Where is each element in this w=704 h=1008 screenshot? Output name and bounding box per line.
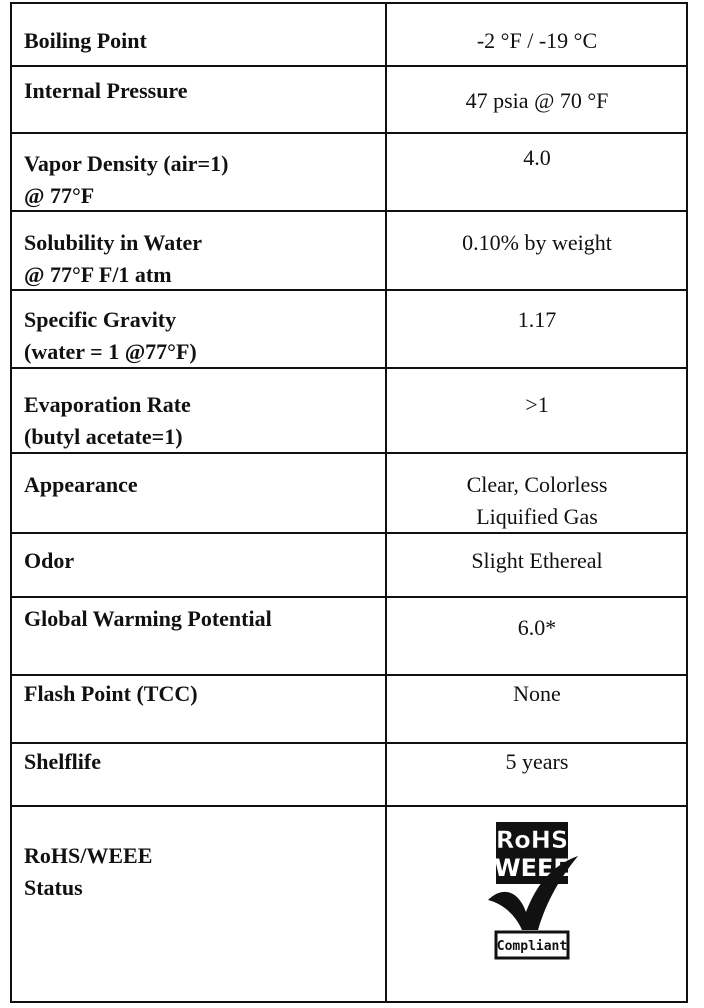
value-line: Slight Ethereal bbox=[471, 548, 603, 573]
value-line: 1.17 bbox=[517, 307, 557, 332]
row-label: Specific Gravity (water = 1 @77°F) bbox=[24, 304, 384, 368]
row-label: Evaporation Rate (butyl acetate=1) bbox=[24, 389, 384, 453]
row-value: >1 bbox=[387, 389, 687, 421]
row-value: 47 psia @ 70 °F bbox=[387, 85, 687, 117]
label-line: Flash Point (TCC) bbox=[24, 681, 198, 706]
row-label: Shelflife bbox=[24, 746, 384, 778]
value-line: 6.0* bbox=[517, 615, 557, 640]
logo-top: RoHS bbox=[496, 826, 568, 854]
label-line: Shelflife bbox=[24, 749, 101, 774]
row-value: 5 years bbox=[387, 746, 687, 778]
row-label: RoHS/WEEE Status bbox=[24, 840, 384, 904]
label-line: Status bbox=[24, 875, 83, 900]
logo-badge: Compliant bbox=[497, 939, 567, 954]
row-value: 6.0* bbox=[387, 612, 687, 644]
row-value: 1.17 bbox=[387, 304, 687, 336]
table-row: Odor Slight Ethereal bbox=[12, 532, 686, 596]
rohs-logo: RoHS WEEE Compliant bbox=[488, 822, 578, 960]
row-label: Odor bbox=[24, 545, 384, 577]
row-label: Boiling Point bbox=[24, 25, 384, 57]
row-value: 4.0 bbox=[387, 142, 687, 174]
logo-badge-box bbox=[494, 930, 570, 960]
label-line: Odor bbox=[24, 548, 75, 573]
table-row: Solubility in Water @ 77°F F/1 atm 0.10% b… bbox=[12, 210, 686, 289]
label-line: @ 77°F bbox=[24, 183, 95, 208]
row-label: Appearance bbox=[24, 469, 384, 501]
value-line: -2 °F / -19 °C bbox=[476, 28, 598, 53]
value-line: 5 years bbox=[505, 749, 569, 774]
row-value: None bbox=[387, 678, 687, 710]
table-row: Boiling Point -2 °F / -19 °C bbox=[12, 4, 686, 65]
row-label: Internal Pressure bbox=[24, 75, 384, 107]
row-label: Vapor Density (air=1) @ 77°F bbox=[24, 148, 384, 212]
label-line: Boiling Point bbox=[24, 28, 147, 53]
value-line: 4.0 bbox=[523, 145, 551, 170]
row-label: Global Warming Potential bbox=[24, 603, 384, 635]
label-line: Vapor Density (air=1) bbox=[24, 151, 229, 176]
property-table: Boiling Point -2 °F / -19 °C Internal Pres… bbox=[10, 2, 688, 1003]
value-line: 47 psia @ 70 °F bbox=[465, 88, 609, 113]
label-line: @ 77°F F/1 atm bbox=[24, 262, 172, 287]
label-line: Evaporation Rate bbox=[24, 392, 191, 417]
row-value: Slight Ethereal bbox=[387, 545, 687, 577]
table-row: Internal Pressure 47 psia @ 70 °F bbox=[12, 65, 686, 132]
table-row: Evaporation Rate (butyl acetate=1) >1 bbox=[12, 367, 686, 452]
value-line: >1 bbox=[525, 392, 549, 417]
table-row: Flash Point (TCC) None bbox=[12, 674, 686, 742]
label-line: RoHS/WEEE bbox=[24, 843, 153, 868]
row-value: Clear, Colorless Liquified Gas bbox=[387, 469, 687, 533]
table-row: Appearance Clear, Colorless Liquified Gas bbox=[12, 452, 686, 532]
row-value: -2 °F / -19 °C bbox=[387, 25, 687, 57]
table-row: Shelflife 5 years bbox=[12, 742, 686, 805]
label-line: (water = 1 @77°F) bbox=[24, 339, 197, 364]
table-row: Specific Gravity (water = 1 @77°F) 1.17 bbox=[12, 289, 686, 367]
table-row: RoHS/WEEE Status bbox=[12, 805, 686, 1003]
table-row: Vapor Density (air=1) @ 77°F 4.0 bbox=[12, 132, 686, 210]
label-line: (butyl acetate=1) bbox=[24, 424, 183, 449]
label-line: Specific Gravity bbox=[24, 307, 177, 332]
value-line: None bbox=[513, 681, 561, 706]
label-line: Global Warming Potential bbox=[24, 606, 272, 631]
value-line: 0.10% by weight bbox=[462, 230, 612, 255]
row-label: Solubility in Water @ 77°F F/1 atm bbox=[24, 227, 384, 291]
row-value: 0.10% by weight bbox=[387, 227, 687, 259]
label-line: Solubility in Water bbox=[24, 230, 203, 255]
label-line: Appearance bbox=[24, 472, 138, 497]
column-divider bbox=[385, 4, 387, 1001]
row-label: Flash Point (TCC) bbox=[24, 678, 384, 710]
label-line: Internal Pressure bbox=[24, 78, 188, 103]
table-row: Global Warming Potential 6.0* bbox=[12, 596, 686, 674]
logo-check bbox=[488, 856, 578, 930]
value-line: Liquified Gas bbox=[476, 504, 598, 529]
value-line: Clear, Colorless bbox=[466, 472, 608, 497]
